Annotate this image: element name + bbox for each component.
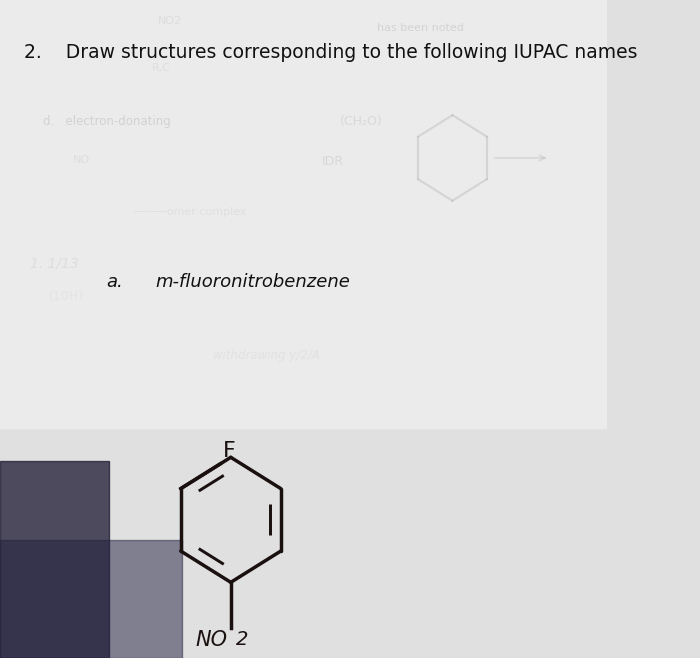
Text: a.: a. <box>106 273 123 291</box>
Text: NO2: NO2 <box>158 16 182 26</box>
Text: 2: 2 <box>236 630 248 649</box>
Bar <box>0 540 182 658</box>
Text: NO: NO <box>196 630 228 650</box>
Text: R,C: R,C <box>152 63 171 72</box>
Text: NO: NO <box>73 155 90 164</box>
Text: has been noted: has been noted <box>377 23 463 33</box>
Text: d.   electron-donating: d. electron-donating <box>43 115 170 128</box>
Text: IDR: IDR <box>322 155 344 168</box>
Text: 2.    Draw structures corresponding to the following IUPAC names: 2. Draw structures corresponding to the … <box>25 43 638 62</box>
Text: (CH₂O): (CH₂O) <box>340 115 383 128</box>
Text: (10H): (10H) <box>48 290 83 303</box>
Text: F: F <box>223 441 236 461</box>
Text: m-fluoronitrobenzene: m-fluoronitrobenzene <box>155 273 350 291</box>
Text: withdrawing y/2/A: withdrawing y/2/A <box>213 349 319 362</box>
Bar <box>0 0 608 428</box>
Text: ─────omer complex: ─────omer complex <box>134 207 247 217</box>
Text: 1. 1/13: 1. 1/13 <box>30 257 79 270</box>
Bar <box>0 461 109 658</box>
